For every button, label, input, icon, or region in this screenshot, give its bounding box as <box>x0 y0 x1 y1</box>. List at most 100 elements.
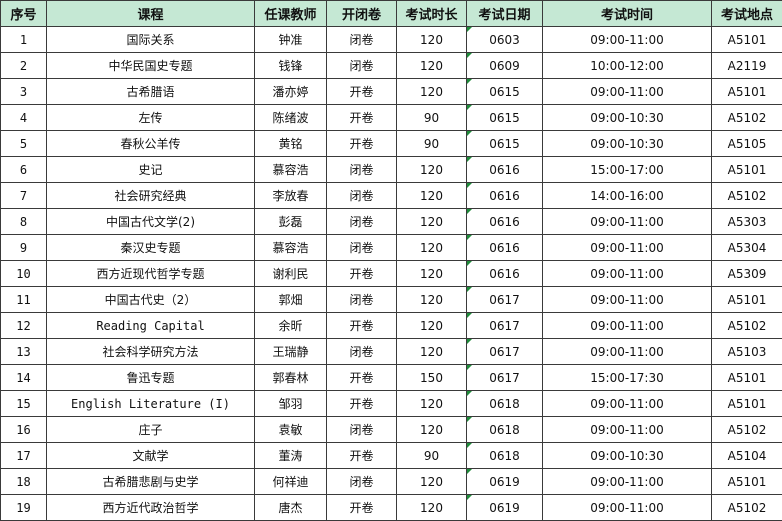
cell-date[interactable]: 0618 <box>467 391 543 417</box>
cell-exam-type[interactable]: 开卷 <box>327 443 397 469</box>
cell-time[interactable]: 09:00-11:00 <box>543 417 712 443</box>
cell-duration[interactable]: 120 <box>397 287 467 313</box>
cell-duration[interactable]: 120 <box>397 313 467 339</box>
cell-teacher[interactable]: 郭春林 <box>255 365 327 391</box>
cell-location[interactable]: A5309 <box>712 261 782 287</box>
cell-duration[interactable]: 120 <box>397 417 467 443</box>
cell-duration[interactable]: 120 <box>397 183 467 209</box>
cell-index[interactable]: 6 <box>1 157 47 183</box>
header-exam-type[interactable]: 开闭卷 <box>327 1 397 27</box>
cell-index[interactable]: 3 <box>1 79 47 105</box>
cell-location[interactable]: A5101 <box>712 287 782 313</box>
cell-time[interactable]: 09:00-11:00 <box>543 339 712 365</box>
cell-date[interactable]: 0616 <box>467 157 543 183</box>
cell-course[interactable]: 古希腊悲剧与史学 <box>47 469 255 495</box>
cell-index[interactable]: 14 <box>1 365 47 391</box>
cell-course[interactable]: 鲁迅专题 <box>47 365 255 391</box>
header-time[interactable]: 考试时间 <box>543 1 712 27</box>
header-course[interactable]: 课程 <box>47 1 255 27</box>
cell-teacher[interactable]: 谢利民 <box>255 261 327 287</box>
cell-course[interactable]: English Literature (I) <box>47 391 255 417</box>
cell-time[interactable]: 09:00-11:00 <box>543 287 712 313</box>
cell-location[interactable]: A5105 <box>712 131 782 157</box>
cell-teacher[interactable]: 王瑞静 <box>255 339 327 365</box>
cell-duration[interactable]: 120 <box>397 495 467 521</box>
cell-time[interactable]: 09:00-10:30 <box>543 443 712 469</box>
cell-duration[interactable]: 120 <box>397 469 467 495</box>
cell-index[interactable]: 8 <box>1 209 47 235</box>
cell-location[interactable]: A5101 <box>712 27 782 53</box>
cell-index[interactable]: 1 <box>1 27 47 53</box>
cell-duration[interactable]: 90 <box>397 443 467 469</box>
cell-exam-type[interactable]: 开卷 <box>327 79 397 105</box>
cell-teacher[interactable]: 陈绪波 <box>255 105 327 131</box>
cell-index[interactable]: 16 <box>1 417 47 443</box>
cell-teacher[interactable]: 袁敏 <box>255 417 327 443</box>
cell-teacher[interactable]: 钱锋 <box>255 53 327 79</box>
cell-location[interactable]: A5303 <box>712 209 782 235</box>
cell-index[interactable]: 2 <box>1 53 47 79</box>
cell-teacher[interactable]: 李放春 <box>255 183 327 209</box>
cell-teacher[interactable]: 钟准 <box>255 27 327 53</box>
cell-teacher[interactable]: 彭磊 <box>255 209 327 235</box>
cell-exam-type[interactable]: 闭卷 <box>327 183 397 209</box>
cell-index[interactable]: 10 <box>1 261 47 287</box>
cell-exam-type[interactable]: 闭卷 <box>327 417 397 443</box>
cell-location[interactable]: A5102 <box>712 183 782 209</box>
cell-teacher[interactable]: 余昕 <box>255 313 327 339</box>
cell-index[interactable]: 4 <box>1 105 47 131</box>
cell-location[interactable]: A5102 <box>712 417 782 443</box>
cell-location[interactable]: A5102 <box>712 495 782 521</box>
cell-date[interactable]: 0618 <box>467 443 543 469</box>
cell-index[interactable]: 5 <box>1 131 47 157</box>
cell-teacher[interactable]: 董涛 <box>255 443 327 469</box>
cell-duration[interactable]: 120 <box>397 209 467 235</box>
cell-date[interactable]: 0616 <box>467 209 543 235</box>
cell-exam-type[interactable]: 开卷 <box>327 391 397 417</box>
cell-index[interactable]: 17 <box>1 443 47 469</box>
cell-course[interactable]: 左传 <box>47 105 255 131</box>
cell-teacher[interactable]: 慕容浩 <box>255 157 327 183</box>
cell-time[interactable]: 09:00-11:00 <box>543 209 712 235</box>
cell-date[interactable]: 0615 <box>467 105 543 131</box>
cell-location[interactable]: A5101 <box>712 79 782 105</box>
cell-date[interactable]: 0609 <box>467 53 543 79</box>
cell-exam-type[interactable]: 开卷 <box>327 261 397 287</box>
cell-exam-type[interactable]: 开卷 <box>327 105 397 131</box>
header-index[interactable]: 序号 <box>1 1 47 27</box>
cell-course[interactable]: 社会科学研究方法 <box>47 339 255 365</box>
cell-location[interactable]: A5101 <box>712 391 782 417</box>
cell-exam-type[interactable]: 闭卷 <box>327 339 397 365</box>
cell-exam-type[interactable]: 闭卷 <box>327 157 397 183</box>
cell-date[interactable]: 0617 <box>467 313 543 339</box>
cell-time[interactable]: 09:00-11:00 <box>543 469 712 495</box>
cell-date[interactable]: 0617 <box>467 287 543 313</box>
cell-teacher[interactable]: 黄铭 <box>255 131 327 157</box>
cell-teacher[interactable]: 慕容浩 <box>255 235 327 261</box>
cell-date[interactable]: 0617 <box>467 365 543 391</box>
cell-date[interactable]: 0616 <box>467 235 543 261</box>
cell-duration[interactable]: 120 <box>397 339 467 365</box>
cell-exam-type[interactable]: 开卷 <box>327 313 397 339</box>
cell-date[interactable]: 0616 <box>467 261 543 287</box>
cell-time[interactable]: 09:00-10:30 <box>543 131 712 157</box>
cell-location[interactable]: A5101 <box>712 157 782 183</box>
cell-exam-type[interactable]: 闭卷 <box>327 27 397 53</box>
cell-exam-type[interactable]: 开卷 <box>327 131 397 157</box>
cell-date[interactable]: 0619 <box>467 469 543 495</box>
cell-course[interactable]: 国际关系 <box>47 27 255 53</box>
cell-exam-type[interactable]: 闭卷 <box>327 53 397 79</box>
cell-time[interactable]: 09:00-11:00 <box>543 261 712 287</box>
cell-teacher[interactable]: 唐杰 <box>255 495 327 521</box>
cell-time[interactable]: 15:00-17:30 <box>543 365 712 391</box>
header-duration[interactable]: 考试时长 <box>397 1 467 27</box>
cell-duration[interactable]: 150 <box>397 365 467 391</box>
header-location[interactable]: 考试地点 <box>712 1 782 27</box>
cell-location[interactable]: A5304 <box>712 235 782 261</box>
header-teacher[interactable]: 任课教师 <box>255 1 327 27</box>
cell-date[interactable]: 0615 <box>467 131 543 157</box>
cell-date[interactable]: 0615 <box>467 79 543 105</box>
cell-index[interactable]: 9 <box>1 235 47 261</box>
cell-time[interactable]: 09:00-10:30 <box>543 105 712 131</box>
cell-index[interactable]: 15 <box>1 391 47 417</box>
